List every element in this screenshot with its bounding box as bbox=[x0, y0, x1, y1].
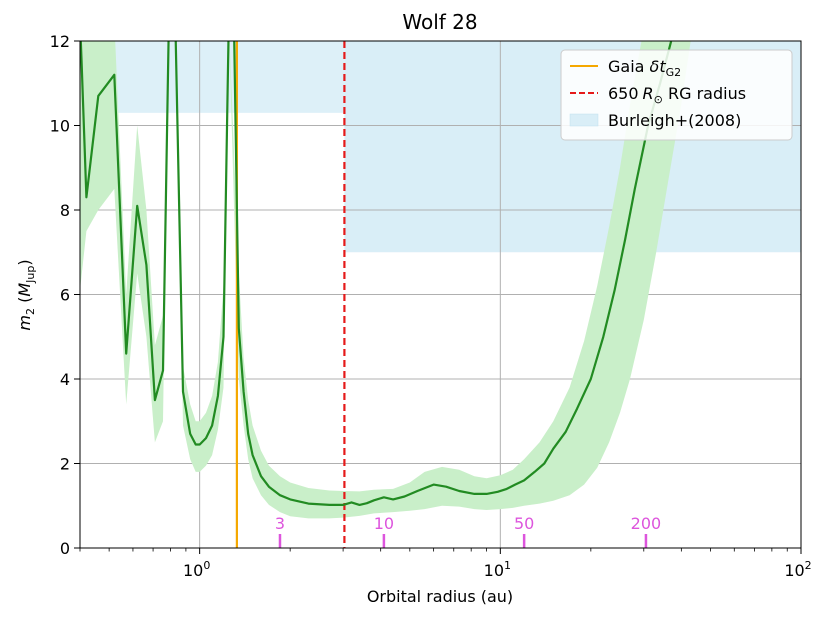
series-line-0 bbox=[80, 41, 673, 506]
chart-title: Wolf 28 bbox=[402, 10, 477, 34]
legend-burleigh-label: Burleigh+(2008) bbox=[608, 111, 741, 130]
period-marker-label: 50 bbox=[514, 514, 534, 533]
y-tick-label: 6 bbox=[60, 286, 70, 305]
legend-rg-label: 650 R⊙ RG radius bbox=[608, 84, 746, 106]
period-marker-label: 3 bbox=[275, 514, 285, 533]
y-axis-label-unit: M bbox=[15, 283, 34, 297]
legend: Gaia δtG2 650 R⊙ RG radius Burleigh+(2008… bbox=[560, 49, 793, 141]
y-axis-label: m2 (MJup) bbox=[15, 259, 37, 330]
x-axis-label: Orbital radius (au) bbox=[367, 587, 513, 606]
legend-burleigh-swatch bbox=[569, 113, 599, 127]
y-tick-label: 10 bbox=[50, 117, 70, 136]
y-axis-ticks: 0 2 4 6 8 10 12 bbox=[50, 32, 80, 558]
legend-box bbox=[560, 49, 793, 141]
x-tick-label: 102 bbox=[784, 559, 811, 580]
y-tick-label: 0 bbox=[60, 539, 70, 558]
period-marker-label: 200 bbox=[631, 514, 662, 533]
period-marker-label: 10 bbox=[374, 514, 394, 533]
svg-text:m2 (MJup): m2 (MJup) bbox=[15, 259, 37, 330]
y-tick-label: 2 bbox=[60, 455, 70, 474]
y-tick-label: 4 bbox=[60, 370, 70, 389]
y-axis-label-var: m bbox=[15, 315, 34, 331]
y-tick-label: 8 bbox=[60, 201, 70, 220]
x-tick-label: 100 bbox=[183, 559, 210, 580]
vertical-lines bbox=[235, 41, 346, 548]
x-axis-ticks: 100 101 102 bbox=[79, 548, 812, 580]
x-tick-label: 101 bbox=[484, 559, 511, 580]
period-markers: 3 10 50 200 bbox=[275, 514, 661, 548]
legend-gaia-label: Gaia δtG2 bbox=[608, 57, 681, 79]
y-axis-label-sub: 2 bbox=[24, 308, 37, 315]
series-lines bbox=[80, 41, 673, 506]
y-tick-label: 12 bbox=[50, 32, 70, 51]
y-axis-label-unit-sub: Jup bbox=[24, 266, 37, 284]
